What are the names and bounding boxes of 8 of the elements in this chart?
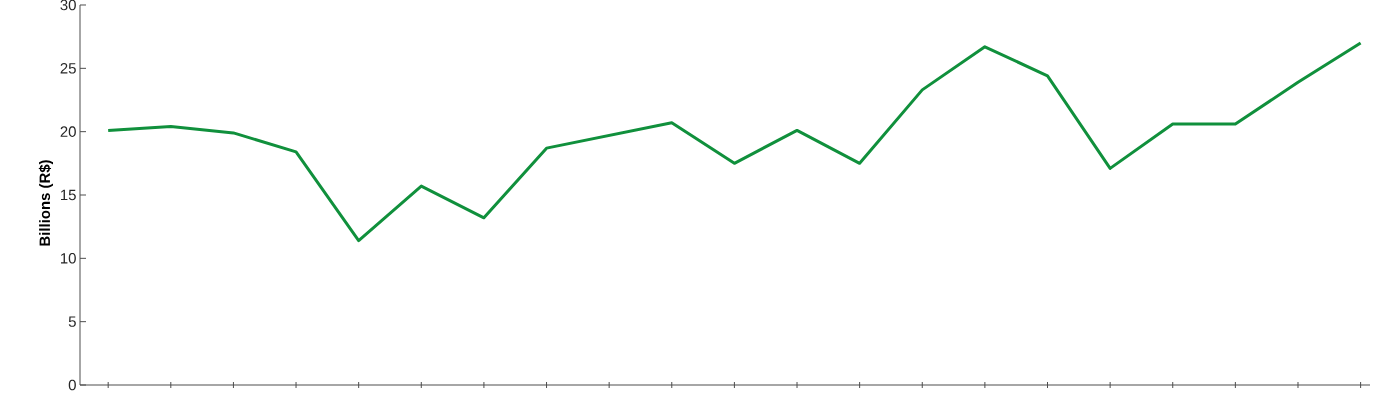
y-tick-label: 30 [60, 0, 76, 11]
y-tick-label: 15 [61, 189, 76, 201]
y-tick-label: 25 [60, 63, 76, 74]
y-tick-label: 0 [68, 379, 76, 391]
y-tick-label: 5 [68, 316, 76, 327]
y-tick-label: 10 [61, 253, 76, 264]
y-axis-title: Billions (R$) [38, 160, 54, 246]
y-tick-label: 20 [60, 126, 76, 137]
